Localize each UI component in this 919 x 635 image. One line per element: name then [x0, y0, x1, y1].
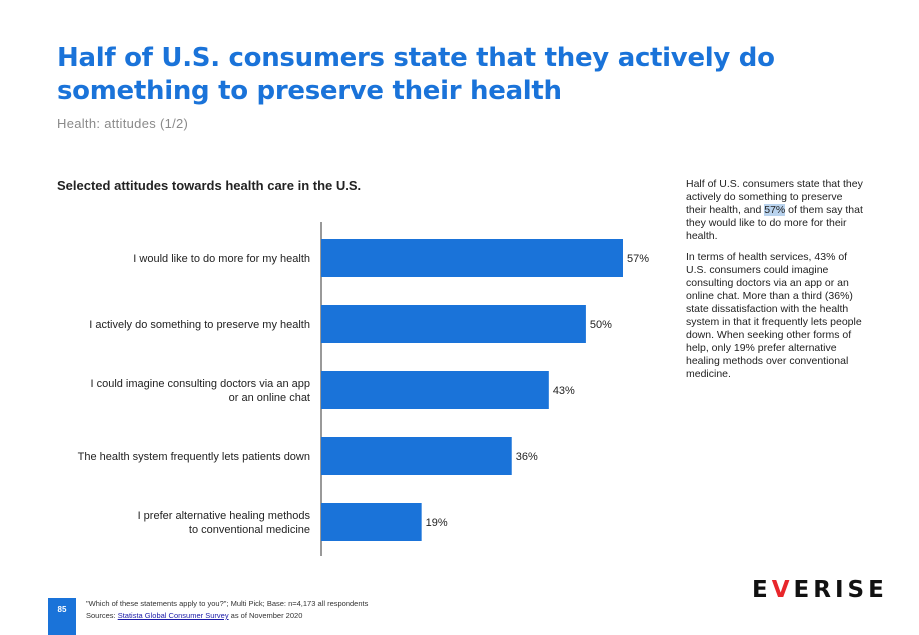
bar [321, 239, 623, 277]
data-label: 50% [590, 319, 612, 331]
everise-logo: EVERISE [752, 577, 888, 603]
category-label: I prefer alternative healing methods [138, 510, 311, 522]
category-label: I would like to do more for my health [133, 253, 310, 265]
category-label: I could imagine consulting doctors via a… [90, 378, 310, 390]
commentary-panel: Half of U.S. consumers state that they a… [686, 178, 864, 389]
data-label: 36% [516, 451, 538, 463]
footer-notes: "Which of these statements apply to you?… [86, 598, 368, 622]
bar [321, 437, 512, 475]
bar [321, 371, 549, 409]
category-label: I actively do something to preserve my h… [89, 319, 310, 331]
sources-line: Sources: Statista Global Consumer Survey… [86, 611, 303, 620]
data-label: 19% [426, 517, 448, 529]
category-label: The health system frequently lets patien… [78, 451, 310, 463]
survey-note: "Which of these statements apply to you?… [86, 599, 369, 608]
bar [321, 305, 586, 343]
data-label: 43% [553, 385, 575, 397]
highlighted-value: 57% [764, 204, 786, 216]
data-label: 57% [627, 253, 649, 265]
page-number-badge: 85 [48, 598, 76, 635]
source-link[interactable]: Statista Global Consumer Survey [117, 611, 229, 620]
chart-title: Selected attitudes towards health care i… [57, 178, 362, 193]
page-title: Half of U.S. consumers state that they a… [57, 43, 775, 106]
bar [321, 503, 422, 541]
commentary-paragraph-2: In terms of health services, 43% of U.S.… [686, 251, 862, 380]
category-label: or an online chat [229, 392, 310, 404]
page-subtitle: Health: attitudes (1/2) [57, 116, 189, 131]
commentary-paragraph-1: Half of U.S. consumers state that they a… [686, 178, 863, 242]
category-label: to conventional medicine [189, 524, 310, 536]
